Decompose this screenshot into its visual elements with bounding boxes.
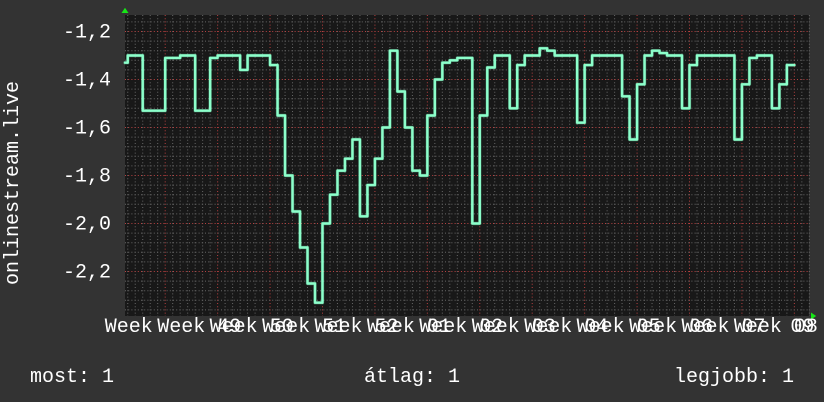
svg-text:-1,4: -1,4 [63,70,111,93]
svg-text:-1,8: -1,8 [63,166,111,189]
svg-text:-1,2: -1,2 [63,22,111,45]
svg-text:-1,6: -1,6 [63,118,111,141]
svg-text:-2,0: -2,0 [63,214,111,237]
svg-text:-2,2: -2,2 [63,262,111,285]
